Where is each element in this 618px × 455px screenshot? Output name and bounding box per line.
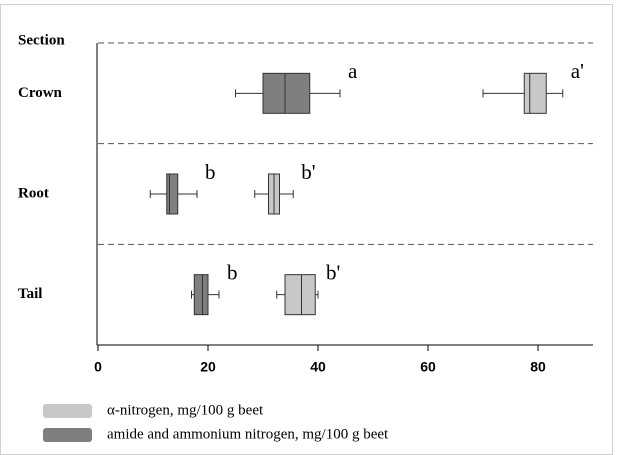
- significance-label: b': [301, 160, 315, 184]
- x-tick-label: 0: [94, 359, 102, 375]
- legend-label: amide and ammonium nitrogen, mg/100 g be…: [107, 426, 389, 442]
- box: [193, 274, 209, 316]
- significance-label: b: [227, 260, 238, 284]
- x-tick-label: 80: [530, 359, 546, 375]
- legend-swatch: [43, 428, 92, 442]
- x-tick-label: 20: [200, 359, 216, 375]
- x-tick-label: 40: [310, 359, 326, 375]
- significance-label: b': [326, 260, 340, 284]
- box: [284, 274, 316, 316]
- y-tick-label: Crown: [18, 85, 63, 101]
- frame: [0, 4, 613, 455]
- y-axis-label: Section: [18, 32, 65, 48]
- legend-label: α-nitrogen, mg/100 g beet: [107, 402, 264, 418]
- y-tick-label: Root: [18, 185, 49, 201]
- legend-swatch: [43, 404, 92, 418]
- box: [166, 173, 179, 215]
- box: [262, 72, 311, 114]
- significance-label: a': [571, 59, 584, 83]
- y-tick-label: Tail: [18, 286, 42, 302]
- box: [523, 72, 547, 114]
- x-tick-label: 60: [420, 359, 436, 375]
- significance-label: a: [348, 59, 358, 83]
- significance-label: b: [205, 160, 216, 184]
